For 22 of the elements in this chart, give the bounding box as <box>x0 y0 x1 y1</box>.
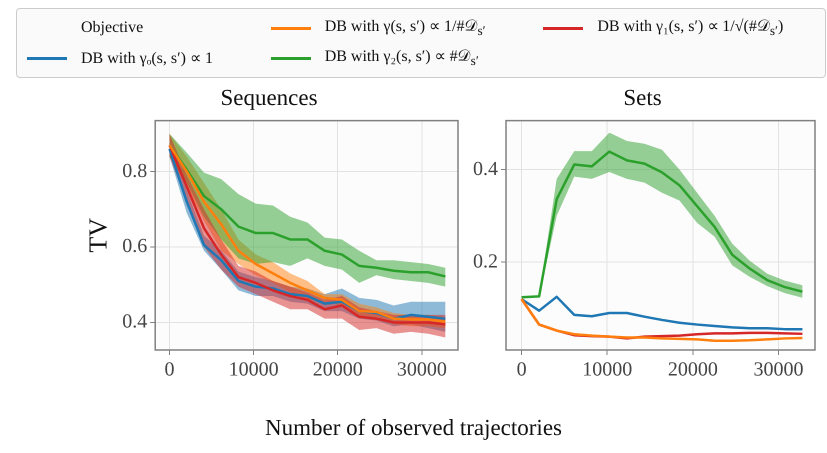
x-tick-label: 30000 <box>396 358 447 380</box>
legend-label: DB with γ₁(s, s′) ∝ 1/√(#𝒟$_{s′}$) <box>597 17 784 40</box>
x-tick-label: 30000 <box>753 358 804 380</box>
legend-title: Objective <box>81 19 144 37</box>
legend-label: DB with γₒ(s, s′) ∝ 1 <box>81 49 213 68</box>
y-tick-label: 0.4 <box>473 158 498 180</box>
y-tick-label: 0.2 <box>473 250 498 272</box>
x-tick-label: 10000 <box>228 358 279 380</box>
x-tick-label: 20000 <box>312 358 363 380</box>
x-tick-label: 20000 <box>668 358 718 380</box>
y-tick-label: 0.4 <box>122 310 148 333</box>
chart-title: Sets <box>623 84 662 110</box>
x-axis-title: Number of observed trajectories <box>264 414 563 442</box>
y-tick-label: 0.6 <box>122 235 148 258</box>
x-tick-label: 0 <box>516 358 527 380</box>
x-tick-label: 0 <box>164 358 174 380</box>
chart-title: Sequences <box>220 84 318 110</box>
legend-label: DB with γ(s, s′) ∝ 1/#𝒟$_{s′}$ <box>324 17 486 40</box>
legend-label: DB with γ₂(s, s′) ∝ #𝒟$_{s′}$ <box>324 47 479 70</box>
y-axis-title: TV <box>83 218 112 253</box>
x-tick-label: 10000 <box>582 358 632 380</box>
y-tick-label: 0.8 <box>122 160 148 182</box>
